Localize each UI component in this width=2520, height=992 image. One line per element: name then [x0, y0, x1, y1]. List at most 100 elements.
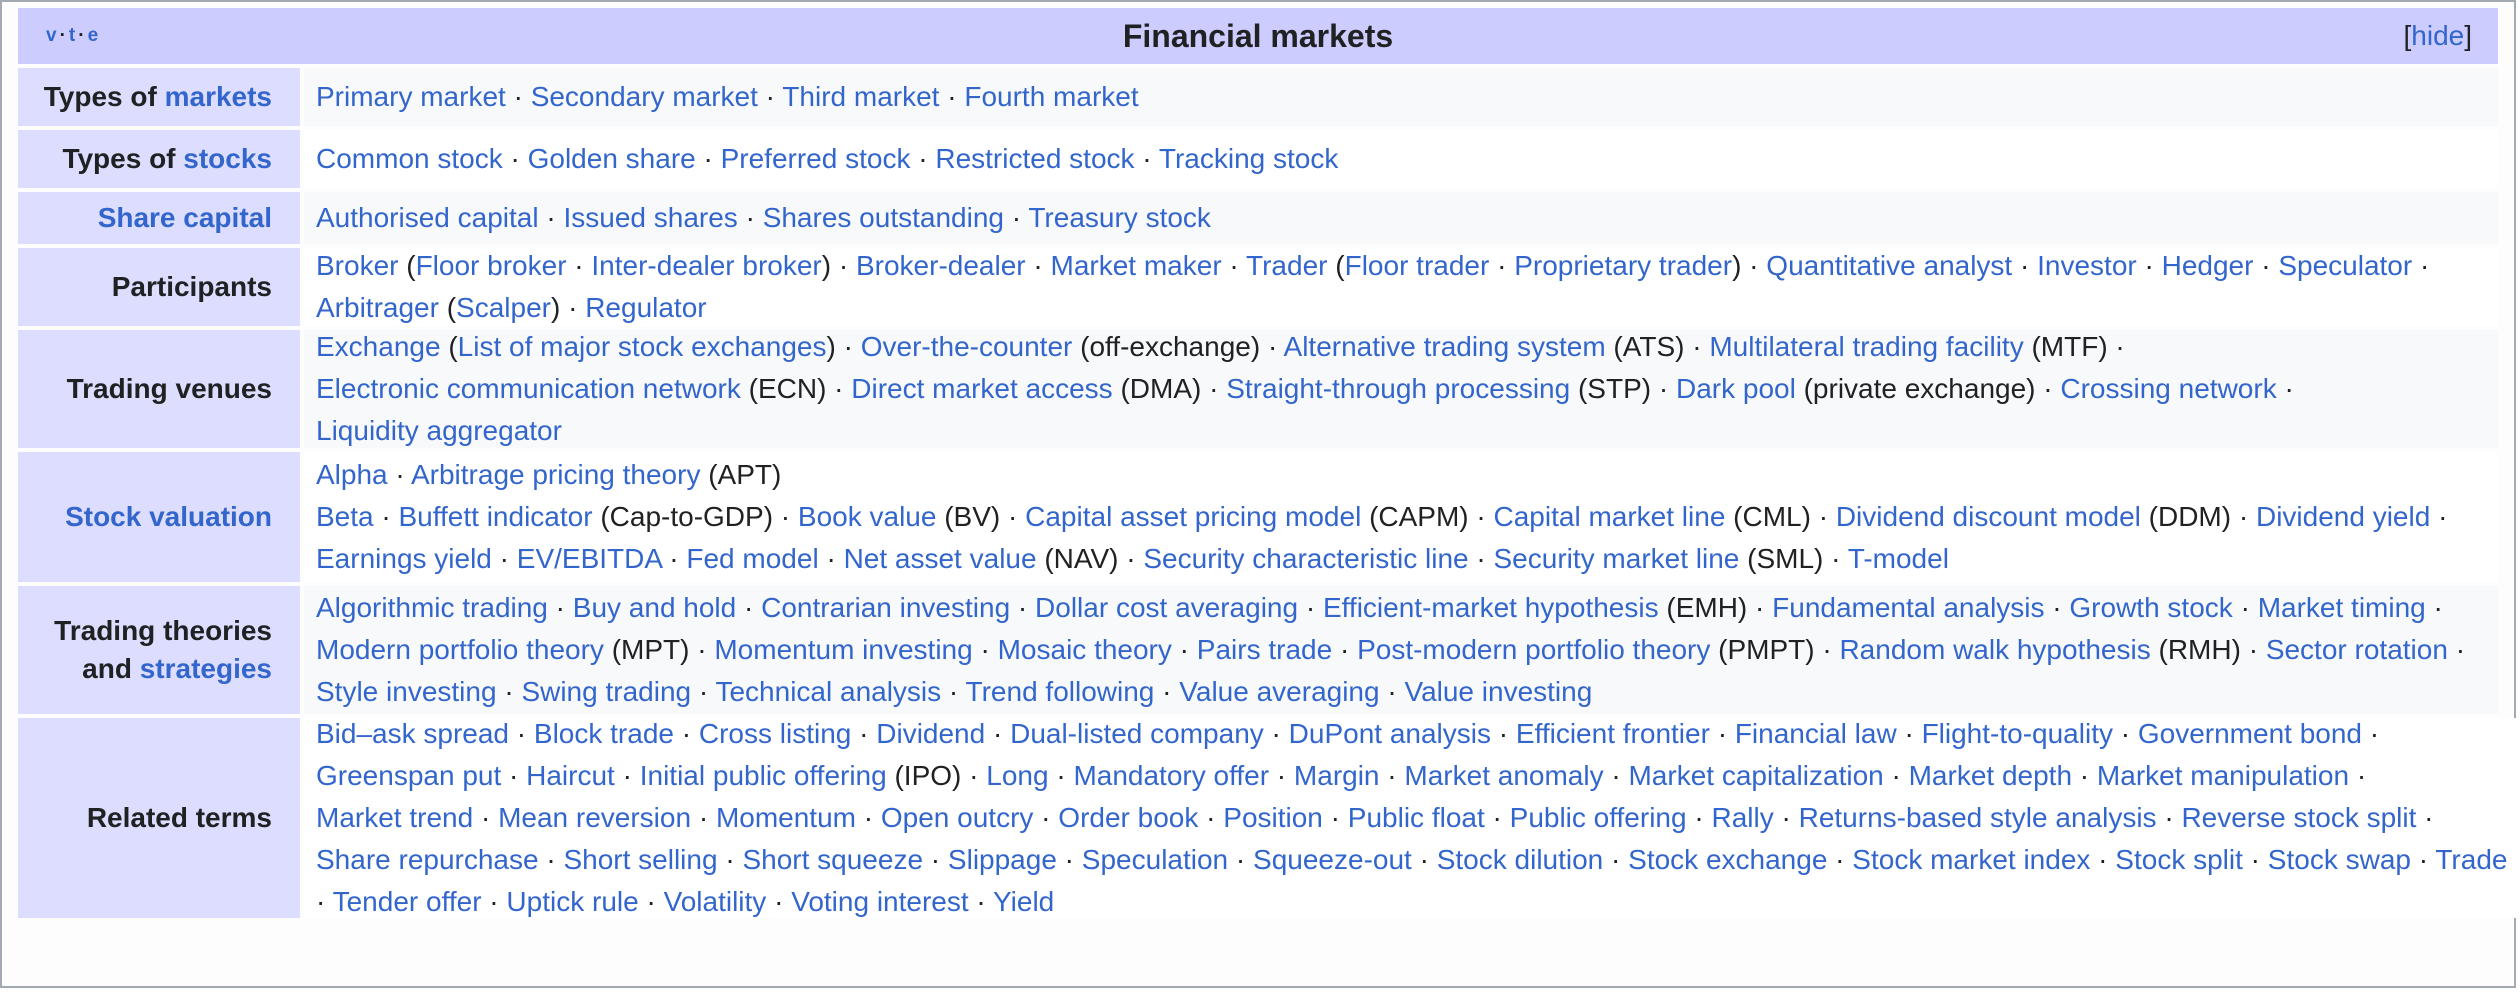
list-item-link[interactable]: List of major stock exchanges	[457, 331, 827, 362]
list-item-link[interactable]: Dual-listed company	[1010, 718, 1264, 749]
list-item-link[interactable]: Scalper	[456, 292, 551, 323]
list-item-link[interactable]: Reverse stock split	[2181, 802, 2417, 833]
list-item-link[interactable]: Short squeeze	[742, 844, 924, 875]
list-item-link[interactable]: Uptick rule	[506, 886, 639, 917]
list-item-link[interactable]: Liquidity aggregator	[316, 415, 562, 446]
list-item-link[interactable]: Bid–ask spread	[316, 718, 510, 749]
list-item-link[interactable]: Stock split	[2115, 844, 2243, 875]
list-item-link[interactable]: Alpha	[316, 459, 388, 490]
list-item-link[interactable]: Dollar cost averaging	[1035, 592, 1299, 623]
list-item-link[interactable]: Broker	[316, 250, 399, 281]
list-item-link[interactable]: Efficient frontier	[1515, 718, 1710, 749]
list-item-link[interactable]: Dividend discount model	[1835, 501, 2141, 532]
list-item-link[interactable]: Mandatory offer	[1073, 760, 1270, 791]
list-item-link[interactable]: Market maker	[1050, 250, 1222, 281]
list-item-link[interactable]: Mean reversion	[498, 802, 692, 833]
list-item-link[interactable]: Stock market index	[1852, 844, 2091, 875]
list-item-link[interactable]: Short selling	[563, 844, 718, 875]
list-item-link[interactable]: EV/EBITDA	[516, 543, 662, 574]
list-item-link[interactable]: Technical analysis	[715, 676, 942, 707]
list-item-link[interactable]: Greenspan put	[316, 760, 502, 791]
list-item-link[interactable]: T-model	[1847, 543, 1949, 574]
list-item-link[interactable]: Volatility	[663, 886, 767, 917]
list-item-link[interactable]: Floor trader	[1344, 250, 1490, 281]
list-item-link[interactable]: Issued shares	[563, 202, 738, 233]
list-item-link[interactable]: Rally	[1711, 802, 1774, 833]
group-label-link[interactable]: Stock valuation	[65, 501, 272, 532]
list-item-link[interactable]: Regulator	[585, 292, 707, 323]
list-item-link[interactable]: Momentum	[715, 802, 856, 833]
list-item-link[interactable]: Haircut	[526, 760, 615, 791]
list-item-link[interactable]: Value investing	[1404, 676, 1593, 707]
list-item-link[interactable]: Post-modern portfolio theory	[1357, 634, 1711, 665]
list-item-link[interactable]: Beta	[316, 501, 374, 532]
list-item-link[interactable]: Market timing	[2257, 592, 2426, 623]
list-item-link[interactable]: Exchange	[316, 331, 441, 362]
list-item-link[interactable]: Secondary market	[530, 81, 758, 112]
list-item-link[interactable]: Initial public offering	[639, 760, 887, 791]
list-item-link[interactable]: Margin	[1293, 760, 1380, 791]
group-label-link[interactable]: Share capital	[97, 202, 272, 233]
list-item-link[interactable]: Block trade	[533, 718, 674, 749]
list-item-link[interactable]: Squeeze-out	[1253, 844, 1412, 875]
list-item-link[interactable]: Quantitative analyst	[1766, 250, 2013, 281]
list-item-link[interactable]: Third market	[782, 81, 940, 112]
list-item-link[interactable]: Shares outstanding	[762, 202, 1004, 233]
list-item-link[interactable]: Random walk hypothesis	[1839, 634, 2151, 665]
list-item-link[interactable]: Preferred stock	[720, 143, 911, 174]
group-label-link[interactable]: stocks	[183, 143, 272, 174]
list-item-link[interactable]: Yield	[993, 886, 1055, 917]
list-item-link[interactable]: Sector rotation	[2265, 634, 2448, 665]
list-item-link[interactable]: Stock dilution	[1436, 844, 1604, 875]
list-item-link[interactable]: Direct market access	[851, 373, 1113, 404]
list-item-link[interactable]: Trend following	[965, 676, 1155, 707]
list-item-link[interactable]: Mosaic theory	[997, 634, 1172, 665]
list-item-link[interactable]: Capital asset pricing model	[1025, 501, 1362, 532]
list-item-link[interactable]: Dark pool	[1675, 373, 1796, 404]
list-item-link[interactable]: Cross listing	[698, 718, 852, 749]
list-item-link[interactable]: Slippage	[947, 844, 1057, 875]
list-item-link[interactable]: Primary market	[316, 81, 506, 112]
list-item-link[interactable]: Stock exchange	[1628, 844, 1828, 875]
list-item-link[interactable]: Alternative trading system	[1283, 331, 1606, 362]
list-item-link[interactable]: Contrarian investing	[761, 592, 1011, 623]
list-item-link[interactable]: Golden share	[527, 143, 696, 174]
list-item-link[interactable]: Growth stock	[2069, 592, 2233, 623]
list-item-link[interactable]: Capital market line	[1493, 501, 1726, 532]
list-item-link[interactable]: Over-the-counter	[860, 331, 1073, 362]
list-item-link[interactable]: Security market line	[1493, 543, 1740, 574]
hide-button[interactable]: hide	[2411, 20, 2465, 51]
list-item-link[interactable]: Flight-to-quality	[1921, 718, 2113, 749]
list-item-link[interactable]: Arbitrage pricing theory	[410, 459, 701, 490]
list-item-link[interactable]: Authorised capital	[316, 202, 539, 233]
list-item-link[interactable]: Net asset value	[843, 543, 1037, 574]
list-item-link[interactable]: Style investing	[316, 676, 497, 707]
list-item-link[interactable]: Security characteristic line	[1143, 543, 1469, 574]
list-item-link[interactable]: Position	[1223, 802, 1323, 833]
list-item-link[interactable]: Swing trading	[521, 676, 692, 707]
list-item-link[interactable]: Broker-dealer	[855, 250, 1026, 281]
list-item-link[interactable]: Buffett indicator	[398, 501, 593, 532]
list-item-link[interactable]: Value averaging	[1179, 676, 1380, 707]
list-item-link[interactable]: Tracking stock	[1158, 143, 1339, 174]
list-item-link[interactable]: Long	[986, 760, 1049, 791]
list-item-link[interactable]: Trader	[1246, 250, 1328, 281]
view-template-link[interactable]: v	[46, 25, 58, 46]
list-item-link[interactable]: Market manipulation	[2096, 760, 2350, 791]
list-item-link[interactable]: Momentum investing	[714, 634, 973, 665]
list-item-link[interactable]: DuPont analysis	[1288, 718, 1491, 749]
list-item-link[interactable]: Dividend yield	[2255, 501, 2431, 532]
list-item-link[interactable]: Electronic communication network	[316, 373, 741, 404]
list-item-link[interactable]: Order book	[1058, 802, 1199, 833]
list-item-link[interactable]: Share repurchase	[316, 844, 539, 875]
list-item-link[interactable]: Crossing network	[2060, 373, 2277, 404]
list-item-link[interactable]: Tender offer	[332, 886, 482, 917]
list-item-link[interactable]: Inter-dealer broker	[591, 250, 822, 281]
list-item-link[interactable]: Fed model	[686, 543, 819, 574]
list-item-link[interactable]: Open outcry	[880, 802, 1034, 833]
list-item-link[interactable]: Fundamental analysis	[1772, 592, 2045, 623]
list-item-link[interactable]: Hedger	[2161, 250, 2254, 281]
list-item-link[interactable]: Buy and hold	[572, 592, 737, 623]
list-item-link[interactable]: Book value	[797, 501, 937, 532]
list-item-link[interactable]: Voting interest	[791, 886, 969, 917]
